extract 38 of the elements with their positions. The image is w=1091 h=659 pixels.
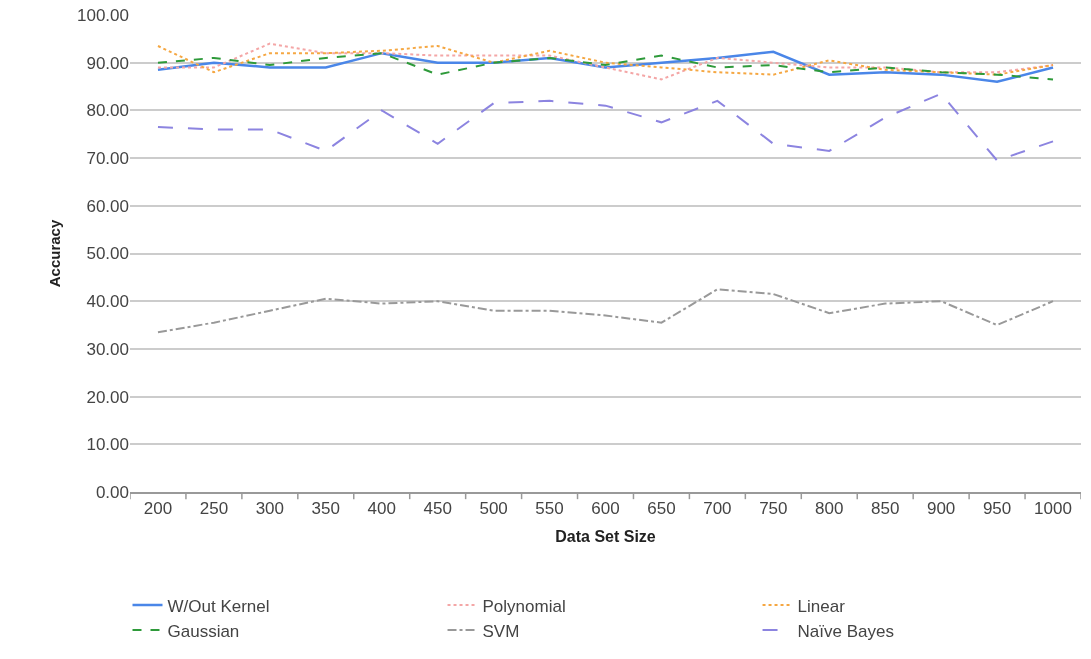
y-tick-label: 100.00	[77, 5, 129, 25]
x-tick-label: 850	[871, 499, 900, 519]
x-tick-label: 900	[926, 499, 956, 519]
x-tick-label: 400	[367, 499, 396, 519]
legend-label: Polynomial	[482, 596, 566, 616]
x-tick-label: 450	[423, 499, 452, 519]
legend-label: SVM	[482, 621, 520, 641]
line-series	[156, 92, 1055, 162]
legend-label: W/Out Kernel	[167, 596, 270, 616]
x-tick-label: 700	[703, 499, 732, 519]
y-tick-label: 50.00	[86, 244, 129, 264]
y-tick-label: 60.00	[86, 196, 129, 216]
y-tick-label: 70.00	[86, 149, 129, 169]
y-tick-label: 0.00	[95, 482, 129, 502]
y-tick-label: 80.00	[86, 101, 129, 121]
x-tick-label: 1000	[1034, 499, 1072, 519]
x-tick-label: 300	[255, 499, 285, 519]
line-series	[156, 288, 1055, 334]
x-tick-label: 750	[759, 499, 788, 519]
x-tick-label: 550	[535, 499, 564, 519]
y-tick-label: 20.00	[86, 387, 129, 407]
legend-label: Naïve Bayes	[797, 621, 894, 641]
x-tick-label: 600	[591, 499, 620, 519]
x-tick-label: 350	[311, 499, 340, 519]
y-tick-label: 10.00	[86, 435, 129, 455]
y-tick-label: 30.00	[86, 339, 129, 359]
legend-label: Gaussian	[167, 621, 240, 641]
y-tick-label: 40.00	[86, 292, 129, 312]
y-tick-label: 90.00	[86, 53, 129, 73]
x-tick-label: 800	[815, 499, 844, 519]
legend-label: Linear	[797, 596, 846, 616]
x-tick-label: 650	[647, 499, 676, 519]
x-axis-title: Data Set Size	[555, 528, 656, 546]
x-tick-label: 500	[479, 499, 508, 519]
y-axis-title: Accuracy	[46, 219, 64, 288]
x-tick-label: 200	[143, 499, 173, 519]
x-tick-label: 250	[199, 499, 229, 519]
x-tick-label: 950	[982, 499, 1012, 519]
